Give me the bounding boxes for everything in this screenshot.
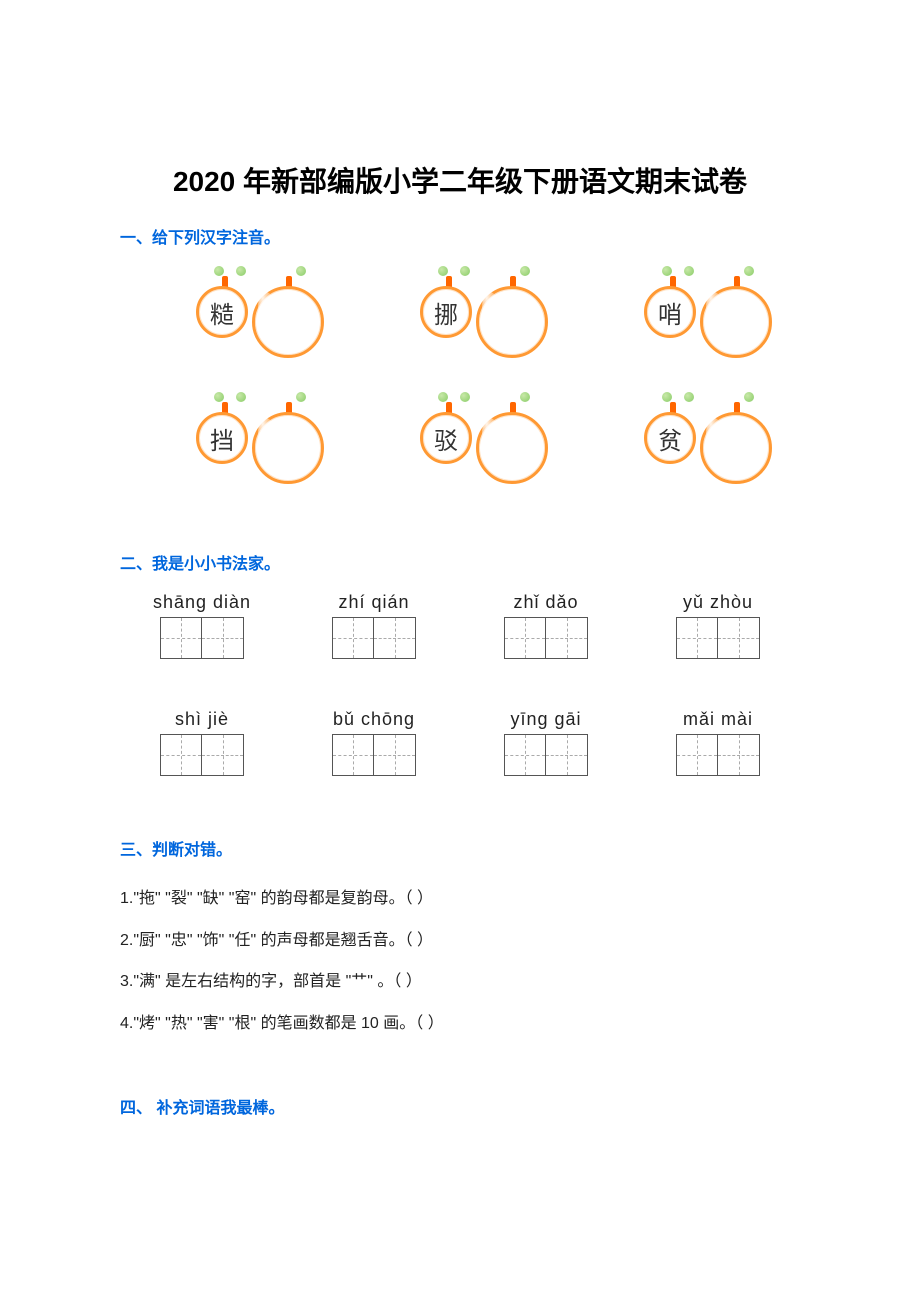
tianzige-cell[interactable] — [160, 617, 202, 659]
bead-icon — [662, 266, 672, 276]
bauble-item: 糙 — [180, 266, 340, 374]
bead-icon — [214, 266, 224, 276]
pinyin-label: zhí qián — [338, 592, 409, 613]
tianzige[interactable] — [676, 734, 760, 776]
pinyin-item: shì jiè — [140, 709, 264, 776]
bead-icon — [744, 392, 754, 402]
tianzige[interactable] — [160, 617, 244, 659]
bead-icon — [520, 266, 530, 276]
judge-item: 2."厨" "忠" "饰" "任" 的声母都是翘舌音。（ ） — [120, 920, 800, 962]
bauble-item: 驳 — [404, 392, 564, 500]
pinyin-item: yǔ zhòu — [656, 592, 780, 659]
pinyin-label: zhǐ dǎo — [513, 592, 578, 613]
tianzige-cell[interactable] — [718, 617, 760, 659]
section3-heading: 三、判断对错。 — [120, 836, 800, 860]
pinyin-label: bǔ chōng — [333, 709, 415, 730]
bead-icon — [662, 392, 672, 402]
bead-icon — [460, 392, 470, 402]
tianzige-cell[interactable] — [676, 734, 718, 776]
answer-circle[interactable] — [700, 412, 772, 484]
tianzige-cell[interactable] — [718, 734, 760, 776]
bauble-grid: 糙 挪 哨 — [180, 266, 740, 500]
pinyin-item: yīng gāi — [484, 709, 608, 776]
bead-icon — [214, 392, 224, 402]
tianzige-cell[interactable] — [374, 734, 416, 776]
pinyin-label: mǎi mài — [683, 709, 753, 730]
tianzige[interactable] — [160, 734, 244, 776]
bead-icon — [236, 392, 246, 402]
char-circle: 挪 — [420, 286, 472, 338]
section4-heading: 四、 补充词语我最棒。 — [120, 1094, 800, 1118]
answer-circle[interactable] — [700, 286, 772, 358]
tianzige-cell[interactable] — [374, 617, 416, 659]
char-circle: 糙 — [196, 286, 248, 338]
pinyin-label: yǔ zhòu — [683, 592, 753, 613]
judge-item: 4."烤" "热" "害" "根" 的笔画数都是 10 画。（ ） — [120, 1003, 800, 1045]
tianzige-cell[interactable] — [546, 734, 588, 776]
pinyin-item: shāng diàn — [140, 592, 264, 659]
tianzige[interactable] — [332, 617, 416, 659]
pinyin-item: zhǐ dǎo — [484, 592, 608, 659]
pinyin-label: shāng diàn — [153, 592, 251, 613]
answer-circle[interactable] — [476, 286, 548, 358]
answer-circle[interactable] — [252, 412, 324, 484]
char-circle: 贫 — [644, 412, 696, 464]
bead-icon — [460, 266, 470, 276]
tianzige[interactable] — [504, 734, 588, 776]
bauble-item: 挪 — [404, 266, 564, 374]
bead-icon — [296, 392, 306, 402]
bead-icon — [296, 266, 306, 276]
bead-icon — [438, 266, 448, 276]
pinyin-label: yīng gāi — [510, 709, 581, 730]
tianzige[interactable] — [332, 734, 416, 776]
answer-circle[interactable] — [252, 286, 324, 358]
exam-page: 2020 年新部编版小学二年级下册语文期末试卷 一、给下列汉字注音。 糙 挪 — [0, 0, 920, 1196]
bead-icon — [684, 266, 694, 276]
tianzige[interactable] — [676, 617, 760, 659]
judge-item: 1."拖" "裂" "缺" "窑" 的韵母都是复韵母。（ ） — [120, 878, 800, 920]
section1-heading: 一、给下列汉字注音。 — [120, 224, 800, 248]
tianzige-cell[interactable] — [202, 734, 244, 776]
bead-icon — [438, 392, 448, 402]
section2-heading: 二、我是小小书法家。 — [120, 550, 800, 574]
tianzige-cell[interactable] — [332, 617, 374, 659]
tianzige-cell[interactable] — [332, 734, 374, 776]
bauble-item: 贫 — [628, 392, 788, 500]
tianzige-cell[interactable] — [504, 617, 546, 659]
pinyin-item: zhí qián — [312, 592, 436, 659]
tianzige[interactable] — [504, 617, 588, 659]
answer-circle[interactable] — [476, 412, 548, 484]
pinyin-grid: shāng diàn zhí qián zhǐ dǎo yǔ zhòu — [140, 592, 780, 776]
bead-icon — [684, 392, 694, 402]
tianzige-cell[interactable] — [546, 617, 588, 659]
judge-item: 3."满" 是左右结构的字，部首是 "艹" 。（ ） — [120, 961, 800, 1003]
bead-icon — [520, 392, 530, 402]
tianzige-cell[interactable] — [160, 734, 202, 776]
judge-list: 1."拖" "裂" "缺" "窑" 的韵母都是复韵母。（ ） 2."厨" "忠"… — [120, 878, 800, 1044]
char-circle: 驳 — [420, 412, 472, 464]
bauble-item: 哨 — [628, 266, 788, 374]
tianzige-cell[interactable] — [202, 617, 244, 659]
bauble-item: 挡 — [180, 392, 340, 500]
bead-icon — [236, 266, 246, 276]
tianzige-cell[interactable] — [504, 734, 546, 776]
pinyin-item: mǎi mài — [656, 709, 780, 776]
char-circle: 哨 — [644, 286, 696, 338]
page-title: 2020 年新部编版小学二年级下册语文期末试卷 — [120, 160, 800, 200]
bead-icon — [744, 266, 754, 276]
pinyin-item: bǔ chōng — [312, 709, 436, 776]
tianzige-cell[interactable] — [676, 617, 718, 659]
pinyin-label: shì jiè — [175, 709, 229, 730]
char-circle: 挡 — [196, 412, 248, 464]
